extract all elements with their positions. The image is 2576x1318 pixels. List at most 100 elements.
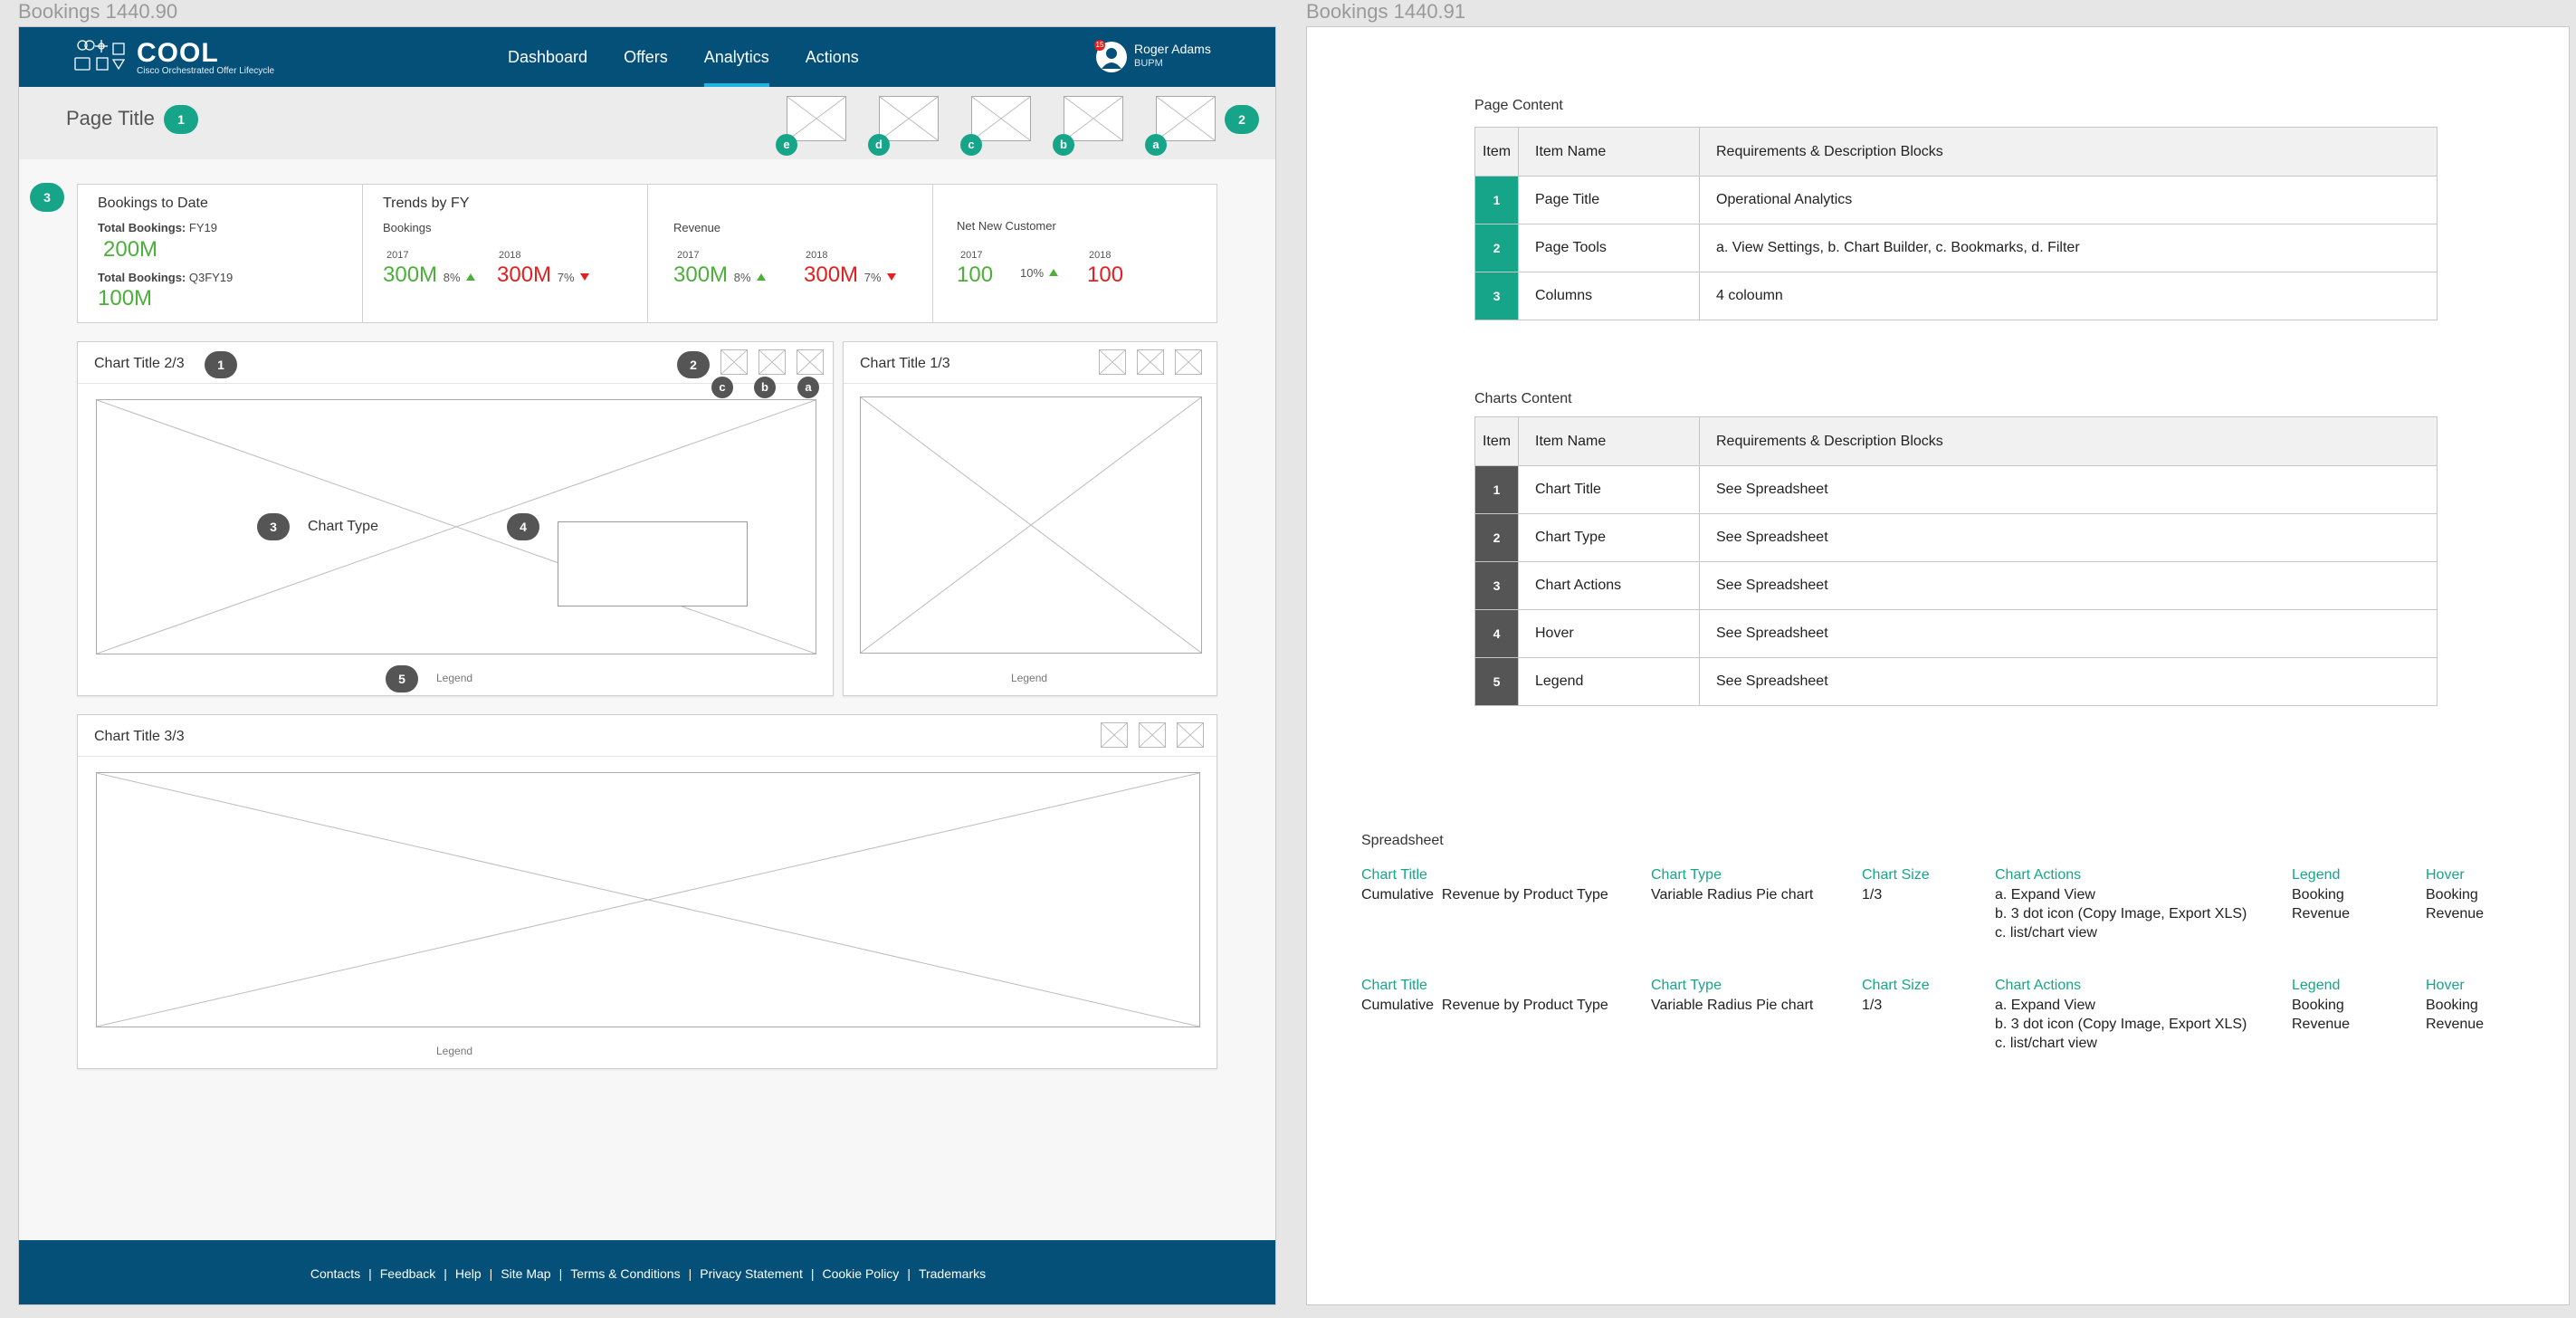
kpi-year: 2018: [499, 250, 521, 261]
kpi-period: Q3FY19: [186, 271, 234, 284]
footer-link-cookie-policy[interactable]: Cookie Policy: [822, 1265, 900, 1281]
table-row: 1 Page Title Operational Analytics: [1474, 176, 2438, 224]
cool-logo[interactable]: COOL Cisco Orchestrated Offer Lifecycle: [73, 34, 291, 80]
user-menu[interactable]: 15 Roger Adams BUPM: [1094, 40, 1259, 76]
ss-action-line: b. 3 dot icon (Copy Image, Export XLS): [1995, 906, 2247, 922]
chart-card-header: Chart Title 2/3: [78, 342, 833, 384]
chart-placeholder[interactable]: [860, 396, 1202, 654]
logo-icons: [74, 40, 126, 71]
table-row: 3 Chart Actions See Spreadsheet: [1474, 561, 2438, 610]
placeholder-icon: [787, 96, 846, 141]
tool-label-d: d: [868, 134, 890, 156]
chart-card-3-3: Chart Title 3/3 Legend: [77, 714, 1217, 1069]
page-tool-e[interactable]: [787, 96, 846, 141]
row-item-name: Chart Type: [1518, 513, 1700, 562]
table-row: 3 Columns 4 coloumn: [1474, 272, 2438, 320]
chart-action-c[interactable]: [1101, 722, 1128, 748]
ss-header-legend: Legend: [2292, 867, 2341, 883]
chart-placeholder-cross: [97, 773, 1199, 1027]
callout-columns: 3: [30, 183, 64, 212]
footer-link-help[interactable]: Help: [454, 1265, 482, 1281]
ss-hover-line: Booking: [2426, 998, 2478, 1013]
footer-link-terms[interactable]: Terms & Conditions: [570, 1265, 681, 1281]
chart-action-a[interactable]: [797, 349, 824, 375]
chart-action-b[interactable]: [758, 349, 786, 375]
kpi-pct: 7%: [863, 271, 882, 284]
col-header-item: Item: [1474, 127, 1519, 177]
ss-hover-line: Revenue: [2426, 1017, 2485, 1032]
table-row: 2 Page Tools a. View Settings, b. Chart …: [1474, 224, 2438, 272]
kpi-pct: 8%: [443, 271, 461, 284]
ss-legend-line: Booking: [2292, 887, 2344, 903]
chart-card-1-3: Chart Title 1/3 Legend: [843, 341, 1217, 696]
ss-cell-size: 1/3: [1862, 998, 1883, 1013]
kpi-value: 200M: [103, 237, 158, 262]
kpi-label: Total Bookings:: [98, 221, 186, 234]
row-item-name: Page Title: [1518, 176, 1700, 224]
chart-card-2-3: Chart Title 2/3 1 2 c b a 3 Chart Type 4…: [77, 341, 834, 696]
chart-action-c[interactable]: [720, 349, 748, 375]
ss-cell-actions: a. Expand View b. 3 dot icon (Copy Image…: [1995, 996, 2247, 1053]
page-tool-d[interactable]: [879, 96, 939, 141]
trend-up-icon: [756, 273, 766, 281]
kpi-year: 2017: [960, 250, 983, 261]
kpi-pct: 10%: [1020, 266, 1045, 280]
page-tool-b[interactable]: [1064, 96, 1123, 141]
chart-action-a[interactable]: [1177, 722, 1204, 748]
ss-header-chart-type: Chart Type: [1651, 867, 1722, 883]
kpi-title: Revenue: [673, 221, 721, 234]
page-tool-a[interactable]: [1156, 96, 1216, 141]
callout-chart-type: 3: [257, 513, 290, 540]
kpi-year: 2018: [806, 250, 828, 261]
chart-action-b[interactable]: [1137, 349, 1164, 375]
row-description: See Spreadsheet: [1699, 657, 2438, 706]
kpi-trend-a: 300M 8%: [673, 263, 766, 288]
kpi-trend-b: 300M 7%: [497, 263, 589, 288]
page-tool-c[interactable]: [971, 96, 1031, 141]
footer-link-contacts[interactable]: Contacts: [310, 1265, 361, 1281]
chart-action-a[interactable]: [1175, 349, 1202, 375]
footer-separator: |: [444, 1265, 447, 1281]
user-role: BUPM: [1134, 58, 1163, 69]
nav-actions[interactable]: Actions: [805, 48, 859, 66]
kpi-net-new-customer: Net New Customer 2017 100 10% 2018 100: [933, 185, 1216, 322]
ss-header-chart-size: Chart Size: [1862, 867, 1930, 883]
footer-link-feedback[interactable]: Feedback: [379, 1265, 436, 1281]
action-letter-a: a: [797, 377, 819, 398]
ss-header-chart-actions: Chart Actions: [1995, 867, 2082, 883]
trend-down-icon: [579, 273, 589, 281]
nav-analytics[interactable]: Analytics: [686, 27, 787, 87]
app-header: COOL Cisco Orchestrated Offer Lifecycle …: [19, 27, 1275, 87]
app-footer: Contacts | Feedback | Help | Site Map | Term…: [19, 1240, 1275, 1304]
chart-placeholder[interactable]: [96, 772, 1200, 1027]
action-letter-c: c: [711, 377, 733, 398]
ss-action-line: c. list/chart view: [1995, 925, 2097, 941]
avatar[interactable]: 15: [1094, 40, 1127, 72]
page-content-label: Page Content: [1474, 98, 1563, 113]
footer-separator: |: [907, 1265, 911, 1281]
row-number: 2: [1474, 224, 1519, 272]
ss-header-chart-title: Chart Title: [1361, 867, 1427, 883]
kpi-value: 300M: [804, 263, 859, 287]
row-item-name: Chart Title: [1518, 465, 1700, 514]
nav-offers[interactable]: Offers: [624, 48, 668, 66]
placeholder-icon: [879, 96, 939, 141]
chart-title: Chart Title 1/3: [860, 356, 950, 371]
callout-hover: 4: [507, 513, 539, 540]
ss-legend-line: Revenue: [2292, 1017, 2351, 1032]
row-number: 3: [1474, 272, 1519, 320]
kpi-title: Bookings to Date: [98, 196, 208, 211]
footer-link-trademarks[interactable]: Trademarks: [918, 1265, 987, 1281]
nav-dashboard[interactable]: Dashboard: [508, 48, 588, 66]
col-header-requirements: Requirements & Description Blocks: [1699, 416, 2438, 466]
chart-action-c[interactable]: [1099, 349, 1126, 375]
callout-page-title: 1: [164, 105, 198, 134]
row-item-name: Columns: [1518, 272, 1700, 320]
footer-link-site-map[interactable]: Site Map: [501, 1265, 551, 1281]
tool-label-a: a: [1145, 134, 1167, 156]
ss-cell-type: Variable Radius Pie chart: [1651, 887, 1814, 903]
kpi-bookings-to-date: Bookings to Date Total Bookings: FY19 20…: [78, 185, 363, 322]
chart-action-b[interactable]: [1139, 722, 1166, 748]
footer-link-privacy[interactable]: Privacy Statement: [700, 1265, 803, 1281]
kpi-trends-by-fy: Trends by FY Bookings 2017 300M 8% 2018 …: [363, 185, 648, 322]
